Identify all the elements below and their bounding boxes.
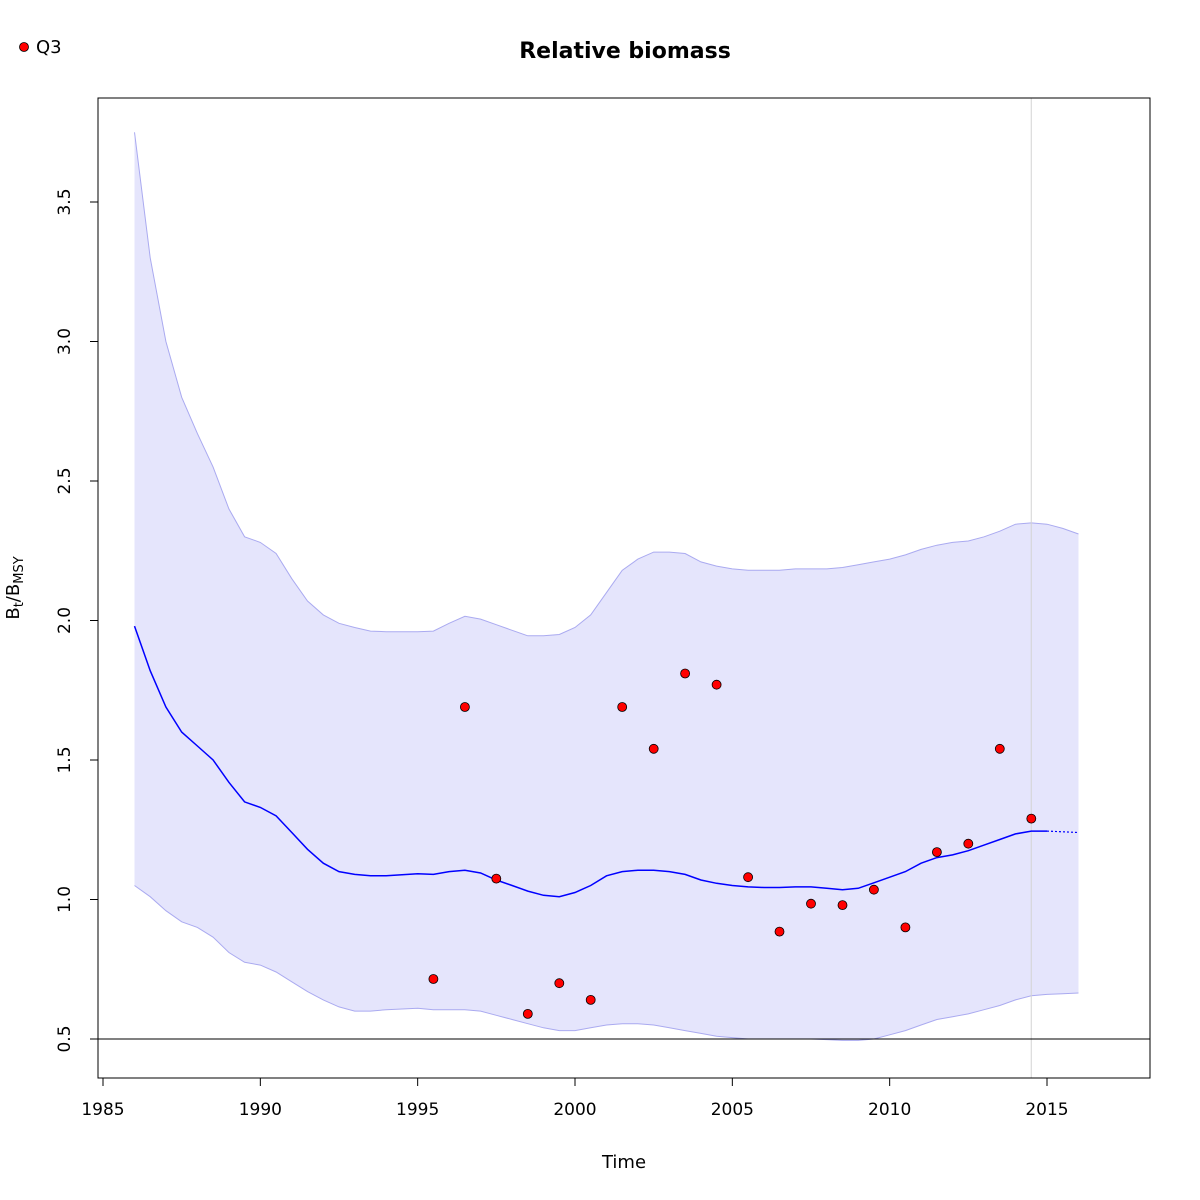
chart-title: Relative biomass: [519, 39, 731, 64]
q3-point: [1026, 813, 1037, 824]
x-tick-label: 1990: [239, 1100, 282, 1120]
y-tick-label: 0.5: [55, 1025, 75, 1052]
q3-point: [459, 702, 470, 712]
y-axis-label: Bt/BMSY: [3, 556, 27, 619]
projection-line: [1046, 830, 1079, 834]
y-axis-label-sub2: MSY: [12, 556, 27, 583]
q3-point: [743, 872, 753, 883]
legend: Q3: [19, 37, 62, 58]
y-axis-label-slash: /B: [3, 584, 24, 602]
q3-point: [428, 974, 439, 984]
q3-point: [806, 898, 816, 909]
q3-point: [932, 847, 942, 857]
y-tick-label: 2.5: [55, 467, 75, 494]
q3-point: [963, 838, 974, 849]
estimate-line: [133, 625, 1047, 898]
q3-point: [900, 922, 911, 933]
legend-label-q3: Q3: [36, 37, 62, 58]
q3-point: [837, 900, 848, 910]
x-tick-label: 2000: [553, 1100, 596, 1120]
x-tick-label: 1995: [396, 1100, 439, 1120]
plot-area: [98, 98, 1150, 1078]
q3-point: [617, 702, 628, 712]
y-axis: 0.5 1.0 1.5 2.0 2.5 3.0 3.5: [55, 188, 99, 1053]
y-tick-label: 1.5: [55, 746, 75, 773]
x-tick-label: 2010: [868, 1100, 911, 1120]
q3-point: [711, 679, 722, 690]
x-tick-label: 1985: [81, 1100, 124, 1120]
band-lower-edge: [134, 885, 1079, 1041]
q3-point: [648, 743, 659, 754]
q3-point: [554, 978, 565, 989]
band-upper-edge: [134, 132, 1079, 637]
q3-point: [774, 926, 785, 937]
x-tick-label: 2015: [1025, 1100, 1068, 1120]
q3-point: [869, 884, 879, 895]
q3-point: [680, 668, 690, 679]
q3-point: [491, 873, 502, 884]
y-tick-label: 3.0: [55, 328, 75, 355]
y-axis-label-sub1: t: [12, 602, 27, 607]
confidence-band: [134, 132, 1079, 1041]
y-tick-label: 2.0: [55, 607, 75, 634]
x-tick-label: 2005: [711, 1100, 754, 1120]
y-tick-label: 1.0: [55, 886, 75, 913]
y-axis-label-main: B: [3, 607, 24, 619]
q3-point: [522, 1009, 533, 1019]
legend-marker-q3: [19, 42, 29, 52]
x-axis-label: Time: [601, 1152, 646, 1173]
q3-point: [994, 743, 1005, 754]
q3-point: [585, 995, 596, 1005]
y-tick-label: 3.5: [55, 188, 75, 215]
x-axis: 1985 1990 1995 2000 2005 2010 2015: [81, 1077, 1069, 1120]
